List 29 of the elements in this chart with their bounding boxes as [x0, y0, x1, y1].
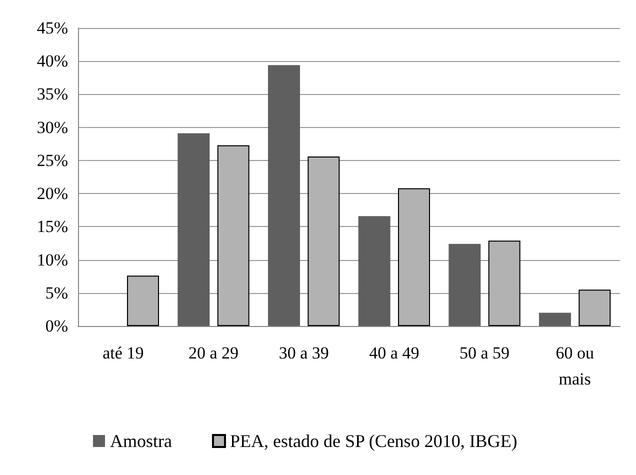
y-tick-label: 20% — [36, 184, 68, 204]
legend-label: Amostra — [110, 431, 172, 451]
y-tick-label: 0% — [45, 316, 68, 336]
legend-label: PEA, estado de SP (Censo 2010, IBGE) — [230, 431, 518, 451]
y-tick-label: 40% — [36, 52, 68, 71]
bar — [308, 156, 340, 326]
x-tick-label: 30 a 39 — [278, 344, 329, 362]
y-tick-label: 10% — [36, 250, 68, 270]
bar — [488, 240, 520, 326]
bar — [398, 188, 430, 326]
bar — [178, 133, 210, 326]
bar — [538, 312, 571, 326]
y-tick-label: 35% — [36, 84, 68, 104]
y-tick-label: 45% — [36, 18, 68, 38]
bar — [127, 276, 160, 326]
bar — [217, 145, 250, 326]
y-tick-label: 5% — [45, 283, 68, 302]
x-tick-label: 40 a 49 — [369, 344, 420, 362]
x-tick-label: 20 a 29 — [188, 344, 239, 362]
bar — [268, 65, 300, 326]
bar — [448, 244, 481, 326]
y-tick-label: 25% — [36, 150, 68, 170]
x-tick-label: 60 ou mais — [556, 344, 594, 388]
x-tick-label: 50 a 59 — [459, 344, 510, 362]
y-tick-label: 30% — [36, 118, 68, 137]
y-tick-label: 15% — [36, 217, 68, 236]
bar — [578, 290, 611, 326]
bar — [358, 216, 390, 326]
x-tick-label: até 19 — [102, 344, 144, 362]
